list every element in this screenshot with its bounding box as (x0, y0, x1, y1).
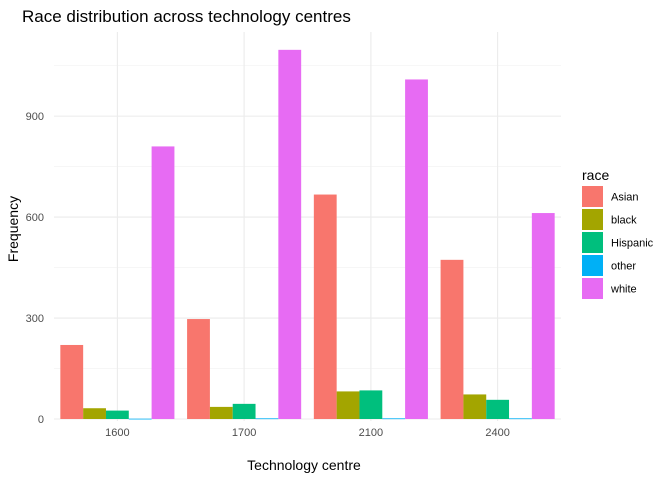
legend-key-black (582, 209, 603, 230)
bar-asian-1700 (187, 319, 210, 419)
x-tick-label: 2100 (359, 427, 383, 439)
bar-other-1600 (128, 418, 152, 420)
legend-label-hispanic: Hispanic (611, 238, 654, 250)
bar-black-1700 (209, 406, 233, 419)
bar-black-2100 (336, 391, 360, 419)
bar-hispanic-2400 (486, 399, 510, 419)
bar-asian-1600 (60, 344, 84, 419)
legend-key-asian (582, 186, 603, 207)
legend-label-asian: Asian (611, 192, 639, 204)
legend: race Asian black Hispanic other white (582, 167, 654, 299)
bar-white-1600 (151, 146, 175, 420)
bar-hispanic-1600 (105, 410, 129, 419)
legend-title: race (582, 167, 609, 183)
bar-hispanic-1700 (232, 403, 256, 419)
bar-white-2100 (405, 79, 428, 419)
y-tick-label: 900 (26, 111, 44, 123)
bar-white-1700 (278, 49, 302, 420)
y-tick-label: 300 (26, 313, 44, 325)
bar-asian-2400 (440, 259, 464, 419)
x-axis-ticks: 1600 1700 2100 2400 (105, 427, 510, 439)
x-tick-label: 2400 (485, 427, 509, 439)
bar-black-2400 (463, 394, 487, 419)
bar-white-2400 (531, 213, 555, 419)
bar-other-1700 (255, 418, 279, 420)
y-tick-label: 0 (38, 414, 44, 426)
y-tick-label: 600 (26, 212, 44, 224)
legend-key-white (582, 278, 603, 299)
legend-key-hispanic (582, 232, 603, 253)
legend-label-black: black (611, 215, 637, 227)
y-axis-title: Frequency (5, 196, 21, 262)
legend-label-white: white (610, 284, 637, 296)
x-axis-title: Technology centre (247, 457, 361, 473)
bar-hispanic-2100 (359, 390, 383, 419)
x-tick-label: 1600 (105, 427, 129, 439)
chart-title: Race distribution across technology cent… (22, 7, 351, 26)
legend-key-other (582, 255, 603, 276)
legend-label-other: other (611, 261, 636, 273)
bar-other-2400 (509, 418, 532, 420)
bar-black-1600 (83, 408, 106, 419)
grid-lines (54, 32, 561, 421)
x-tick-label: 1700 (232, 427, 256, 439)
bar-other-2100 (382, 418, 406, 420)
y-axis-ticks: 0 300 600 900 (26, 111, 44, 426)
bar-asian-2100 (313, 194, 337, 419)
bars (60, 49, 555, 420)
